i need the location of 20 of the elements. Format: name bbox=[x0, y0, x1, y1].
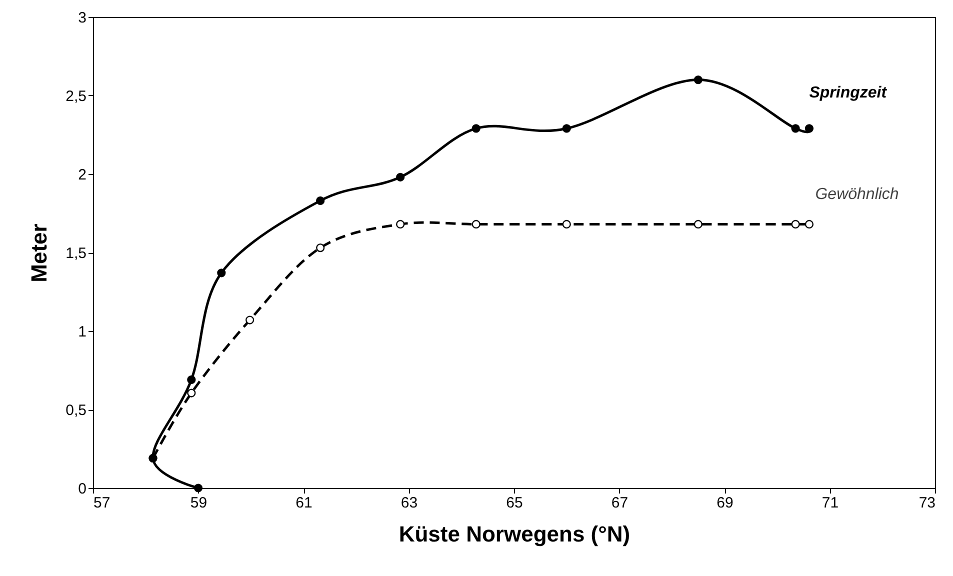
x-tick-label: 69 bbox=[716, 494, 734, 512]
series-label: Gewöhnlich bbox=[815, 186, 899, 204]
x-tick-label: 61 bbox=[296, 494, 312, 512]
x-tick-label: 65 bbox=[506, 494, 523, 512]
y-axis-title: Meter bbox=[26, 223, 52, 282]
series-label: Springzeit bbox=[809, 84, 888, 102]
y-tick-label: 3 bbox=[78, 10, 86, 26]
x-tick-label: 57 bbox=[94, 494, 110, 512]
y-tick-label: 2 bbox=[78, 166, 86, 184]
x-axis-title: Küste Norwegens (°N) bbox=[398, 522, 630, 546]
x-tick-label: 67 bbox=[611, 494, 628, 512]
y-tick-label: 0,5 bbox=[66, 402, 86, 419]
x-tick-label: 73 bbox=[918, 494, 936, 512]
x-tick-label: 63 bbox=[400, 494, 418, 512]
y-tick-label: 0 bbox=[78, 480, 86, 498]
y-tick-label: 2,5 bbox=[66, 88, 86, 105]
y-tick-label: 1 bbox=[78, 324, 86, 340]
x-tick-label: 71 bbox=[822, 494, 839, 512]
y-tick-label: 1,5 bbox=[66, 245, 86, 262]
x-tick-label: 59 bbox=[190, 494, 208, 512]
